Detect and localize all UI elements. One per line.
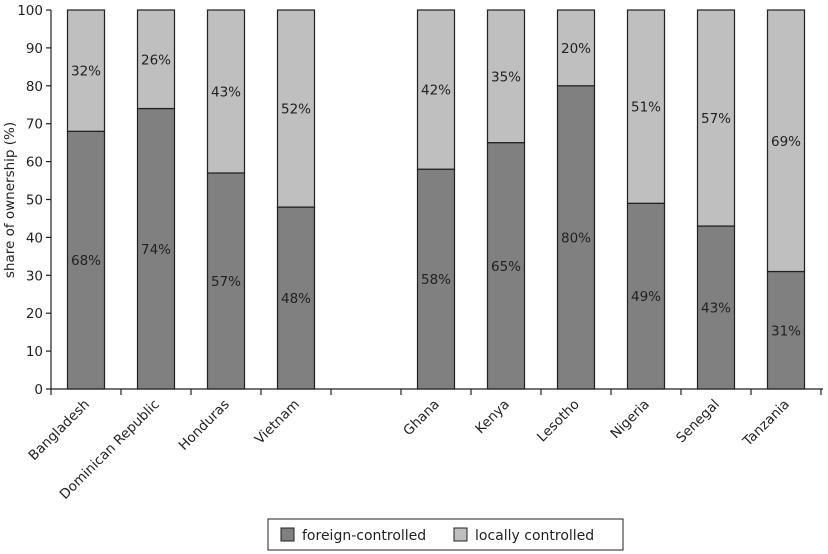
bar-segment-foreign-controlled xyxy=(626,202,666,390)
bar-segment-locally-controlled xyxy=(626,9,666,204)
x-tick-label: Honduras xyxy=(176,397,233,454)
data-label: 57% xyxy=(211,274,241,290)
x-tick-label: Kenya xyxy=(472,397,513,438)
y-axis: 0 10 20 30 40 50 60 70 80 90 100 xyxy=(17,3,52,398)
y-tick-label: 80 xyxy=(26,79,43,95)
data-label: 74% xyxy=(141,242,171,258)
data-labels: 68% 32% 74% 26% 57% 43% 48% 52% 58% 42% 65% 35% 80% 2… xyxy=(71,41,801,339)
data-label: 31% xyxy=(771,323,801,339)
x-tick-label: Senegal xyxy=(673,397,723,447)
data-label: 26% xyxy=(141,52,171,68)
legend-label: foreign-controlled xyxy=(302,528,426,544)
data-label: 42% xyxy=(421,83,451,99)
y-tick-label: 20 xyxy=(26,306,43,322)
bar-segment-foreign-controlled xyxy=(136,107,176,390)
data-label: 58% xyxy=(421,272,451,288)
x-tick-label: Nigeria xyxy=(607,397,652,442)
data-label: 80% xyxy=(561,230,591,246)
data-label: 35% xyxy=(491,69,521,85)
legend-swatch xyxy=(280,527,295,542)
y-axis-title: share of ownership (%) xyxy=(2,122,18,278)
bar-segment-foreign-controlled xyxy=(206,172,246,390)
data-label: 51% xyxy=(631,100,661,116)
y-tick-label: 90 xyxy=(26,41,43,57)
x-tick-label: Lesotho xyxy=(534,397,583,446)
data-label: 48% xyxy=(281,291,311,307)
y-tick-label: 40 xyxy=(26,230,43,246)
bar-segment-locally-controlled xyxy=(486,9,526,144)
y-tick-label: 50 xyxy=(26,193,43,209)
bar-segment-foreign-controlled xyxy=(66,130,106,390)
y-tick-label: 10 xyxy=(26,344,43,360)
data-label: 43% xyxy=(701,301,731,317)
bar-segment-foreign-controlled xyxy=(486,142,526,390)
data-label: 20% xyxy=(561,41,591,57)
bar-segment-locally-controlled xyxy=(416,9,456,170)
y-tick-label: 70 xyxy=(26,117,43,133)
bar-segment-foreign-controlled xyxy=(696,225,736,390)
data-label: 49% xyxy=(631,289,661,305)
y-tick-label: 30 xyxy=(26,268,43,284)
legend-box xyxy=(267,518,624,551)
data-label: 57% xyxy=(701,111,731,127)
data-label: 43% xyxy=(211,84,241,100)
data-label: 68% xyxy=(71,253,101,269)
data-label: 52% xyxy=(281,102,311,118)
bar-segment-locally-controlled xyxy=(276,9,316,208)
data-label: 65% xyxy=(491,259,521,275)
y-tick-label: 0 xyxy=(34,382,43,398)
x-tick-label: Bangladesh xyxy=(26,397,93,464)
bar-segment-locally-controlled xyxy=(556,9,596,87)
bars xyxy=(66,9,806,390)
bar-segment-locally-controlled xyxy=(206,9,246,174)
bar-segment-locally-controlled xyxy=(696,9,736,227)
legend: foreign-controlled locally controlled xyxy=(267,518,624,551)
bar-segment-foreign-controlled xyxy=(276,206,316,390)
x-tick-label: Tanzania xyxy=(739,397,793,451)
legend-label: locally controlled xyxy=(475,528,594,544)
bar-segment-foreign-controlled xyxy=(556,85,596,390)
legend-swatch xyxy=(453,527,468,542)
bar-segment-locally-controlled xyxy=(66,9,106,132)
y-tick-label: 100 xyxy=(17,3,43,19)
bar-segment-locally-controlled xyxy=(766,9,806,273)
x-tick-label: Vietnam xyxy=(252,397,303,448)
data-label: 69% xyxy=(771,134,801,150)
y-tick-label: 60 xyxy=(26,155,43,171)
bar-segment-foreign-controlled xyxy=(766,270,806,390)
bar-segment-foreign-controlled xyxy=(416,168,456,390)
bar-segment-locally-controlled xyxy=(136,9,176,110)
x-tick-label: Ghana xyxy=(400,397,443,440)
data-label: 32% xyxy=(71,64,101,80)
